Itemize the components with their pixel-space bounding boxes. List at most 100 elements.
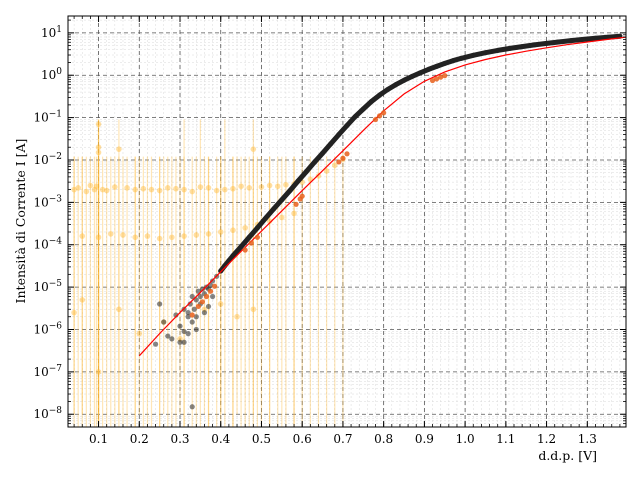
- highlight-point: [429, 77, 436, 84]
- measured-point: [157, 301, 163, 307]
- noisy-point: [148, 186, 155, 193]
- highlight-point: [203, 293, 210, 300]
- noisy-point: [136, 330, 143, 337]
- measured-point: [205, 303, 212, 310]
- x-tick-label: 1.3: [578, 432, 597, 446]
- measured-point: [417, 70, 423, 76]
- measured-point: [470, 52, 476, 58]
- highlight-point: [207, 288, 214, 294]
- noisy-point: [124, 185, 130, 191]
- noisy-point: [116, 306, 122, 313]
- measured-point: [319, 150, 326, 156]
- measured-point: [401, 77, 407, 83]
- noisy-point: [323, 168, 330, 174]
- noisy-point: [181, 186, 187, 193]
- x-axis-label: d.d.p. [V]: [538, 448, 597, 463]
- noisy-point: [75, 185, 81, 191]
- highlight-point: [293, 201, 299, 207]
- measured-point: [592, 35, 599, 41]
- measured-point: [193, 326, 199, 333]
- x-tick-label: 0.3: [170, 432, 189, 446]
- measured-point: [434, 63, 440, 69]
- y-tick-label: 10−1: [33, 110, 62, 125]
- noisy-point: [283, 181, 289, 188]
- noisy-point: [95, 121, 102, 127]
- noisy-point: [93, 183, 100, 190]
- noisy-point: [156, 235, 163, 242]
- noisy-point: [189, 188, 196, 195]
- measured-point: [568, 38, 574, 44]
- measured-point: [169, 336, 175, 342]
- measured-point: [230, 253, 236, 259]
- measured-point: [187, 301, 193, 307]
- noisy-point: [279, 214, 285, 221]
- noisy-point: [266, 182, 273, 189]
- measured-point: [605, 34, 611, 40]
- y-tick-label: 10−6: [33, 321, 62, 336]
- x-tick-label: 1.0: [456, 432, 475, 446]
- measured-point: [385, 86, 391, 93]
- highlight-point: [376, 113, 383, 119]
- noisy-point: [71, 309, 77, 316]
- highlight-point: [434, 76, 440, 82]
- noisy-point: [213, 187, 220, 194]
- measured-point: [368, 98, 375, 105]
- y-tick-label: 10−8: [33, 406, 62, 421]
- noisy-point: [181, 233, 187, 239]
- noisy-point: [205, 231, 212, 237]
- measured-point: [450, 58, 456, 64]
- measured-point: [376, 92, 383, 98]
- x-tick-label: 0.7: [333, 432, 352, 446]
- measured-point: [209, 293, 216, 300]
- measured-point: [262, 215, 269, 221]
- measured-point: [191, 306, 197, 312]
- measured-point: [177, 323, 183, 329]
- highlight-point: [442, 73, 448, 79]
- noisy-point: [83, 188, 90, 195]
- y-tick-label: 10−3: [33, 194, 62, 209]
- noisy-point: [222, 186, 228, 193]
- highlight-point: [189, 312, 195, 318]
- noisy-point: [144, 233, 151, 239]
- measured-point: [543, 40, 550, 46]
- measured-point: [409, 73, 415, 79]
- noisy-point: [205, 185, 212, 191]
- highlight-point: [299, 193, 305, 199]
- noisy-point: [91, 186, 98, 193]
- x-tick-label: 0.1: [89, 432, 108, 446]
- measured-point: [177, 339, 183, 345]
- highlight-point: [195, 303, 201, 310]
- highlight-point: [212, 283, 218, 289]
- noisy-point: [250, 146, 257, 152]
- measured-point: [336, 131, 342, 138]
- measured-point: [189, 293, 195, 300]
- y-tick-label: 10−2: [33, 152, 62, 167]
- x-tick-label: 1.2: [537, 432, 556, 446]
- noisy-point: [79, 297, 86, 303]
- measured-point: [580, 36, 586, 43]
- measured-point: [311, 159, 318, 165]
- measured-point: [246, 234, 252, 240]
- measured-point: [271, 206, 277, 212]
- measured-point: [181, 339, 187, 345]
- noisy-point: [230, 185, 236, 192]
- major-grid: [68, 16, 626, 427]
- noisy-point: [331, 162, 338, 169]
- highlight-point: [242, 247, 248, 253]
- noisy-point: [234, 313, 240, 320]
- highlight-point: [340, 155, 346, 161]
- noisy-point: [103, 187, 110, 194]
- measured-point: [360, 106, 366, 112]
- noisy-point: [266, 218, 273, 224]
- x-tick-label: 0.4: [211, 432, 230, 446]
- y-tick-label: 101: [41, 25, 62, 40]
- highlight-point: [336, 159, 342, 165]
- measured-point: [328, 141, 334, 147]
- measured-point: [458, 55, 464, 61]
- measured-point: [303, 169, 309, 175]
- measured-point: [556, 39, 562, 45]
- measured-point: [189, 404, 195, 410]
- noisy-point: [230, 227, 236, 234]
- noisy-point: [107, 231, 114, 237]
